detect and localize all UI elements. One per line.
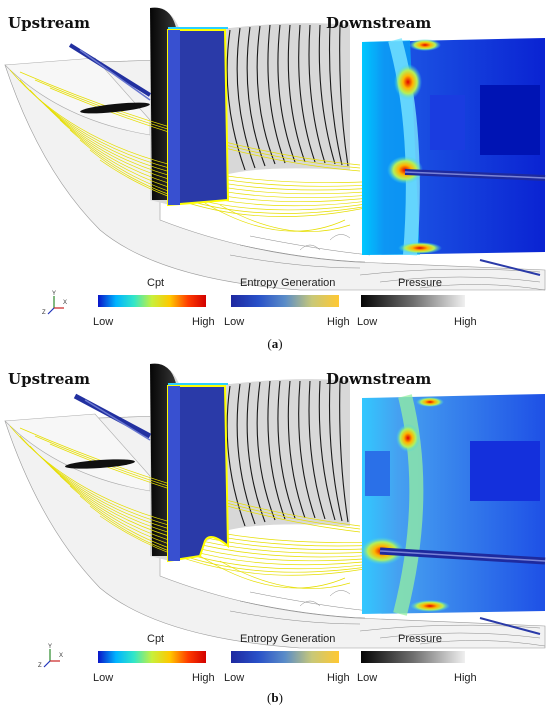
legend-cpt-colorbar bbox=[98, 651, 206, 663]
legend-pressure-high: High bbox=[454, 316, 477, 328]
hub-contour-lines bbox=[229, 590, 546, 647]
axes-triad-icon: Y X Z bbox=[38, 644, 63, 669]
axes-triad-icon: Y X Z bbox=[42, 291, 67, 316]
legend-entropy-title: Entropy Generation bbox=[240, 277, 336, 289]
blade-entropy-section bbox=[167, 385, 230, 563]
legend-pressure-low: Low bbox=[357, 672, 378, 684]
axis-z-label: Z bbox=[42, 310, 46, 316]
caption-b-letter: b bbox=[271, 690, 279, 705]
legend-pressure-title: Pressure bbox=[398, 633, 443, 645]
legend-pressure-colorbar bbox=[361, 295, 465, 307]
legend-pressure-high: High bbox=[454, 672, 477, 684]
hotspot-shroud bbox=[416, 397, 444, 407]
legend-pressure-colorbar bbox=[361, 651, 465, 663]
legend-cpt-colorbar bbox=[98, 295, 206, 307]
panel-a: Upstream Downstream Y X Z Cpt Low High E… bbox=[0, 0, 550, 355]
legend-entropy-colorbar bbox=[231, 295, 339, 307]
hotspot-middle bbox=[387, 156, 423, 184]
axis-y-label: Y bbox=[48, 644, 52, 650]
axis-z-label: Z bbox=[38, 663, 42, 669]
hotspot-top bbox=[394, 64, 422, 100]
legend-cpt-title: Cpt bbox=[147, 633, 165, 645]
downstream-cpt-plane bbox=[362, 394, 545, 614]
wake-streak bbox=[388, 38, 420, 256]
legend-pressure-title: Pressure bbox=[398, 277, 443, 289]
hub-vortex-trace bbox=[479, 617, 541, 635]
legend-entropy-title: Entropy Generation bbox=[240, 633, 336, 645]
legend-cpt-title: Cpt bbox=[147, 277, 165, 289]
upstream-shadow bbox=[65, 459, 135, 469]
upstream-shadow bbox=[80, 102, 150, 114]
legend-cpt-low: Low bbox=[93, 316, 114, 328]
cpt-core-low bbox=[480, 85, 540, 155]
flow-scene-b bbox=[4, 363, 546, 649]
panel-b: Upstream Downstream Y X Z Cpt Low High E… bbox=[0, 356, 550, 711]
legend-cpt-low: Low bbox=[93, 672, 114, 684]
upstream-label: Upstream bbox=[8, 14, 90, 32]
cpt-core-low bbox=[470, 441, 540, 501]
axis-x-label: X bbox=[59, 653, 63, 659]
flow-scene-a bbox=[4, 7, 546, 291]
axis-x-label: X bbox=[63, 300, 67, 306]
wake-streak bbox=[393, 394, 424, 616]
hotspot-hub bbox=[410, 600, 450, 612]
hotspot-hub bbox=[398, 242, 442, 254]
hotspot-shroud bbox=[409, 39, 441, 51]
legend-cpt-high: High bbox=[192, 316, 215, 328]
upstream-label: Upstream bbox=[8, 370, 90, 388]
legend-entropy-low: Low bbox=[224, 316, 245, 328]
legend-pressure-low: Low bbox=[357, 316, 378, 328]
caption-a: (a) bbox=[267, 336, 283, 351]
legend-entropy-colorbar bbox=[231, 651, 339, 663]
blade-entropy-edge bbox=[168, 386, 180, 561]
blade-entropy-edge bbox=[168, 30, 180, 205]
hotspot-top bbox=[396, 424, 420, 452]
caption-a-letter: a bbox=[271, 336, 279, 351]
cpt-low-region bbox=[365, 451, 390, 496]
downstream-label: Downstream bbox=[326, 14, 432, 32]
vortex-highlight bbox=[404, 171, 546, 179]
hub-contour-lines bbox=[229, 234, 546, 291]
upstream-vortex-tube bbox=[68, 43, 152, 101]
vortex-highlight bbox=[379, 550, 546, 562]
caption-b: (b) bbox=[267, 690, 283, 705]
cpt-low-region bbox=[430, 95, 465, 150]
legend-entropy-low: Low bbox=[224, 672, 245, 684]
axis-y-label: Y bbox=[52, 291, 56, 297]
hub-vortex-trace bbox=[479, 259, 541, 276]
pressure-streamlines bbox=[226, 24, 349, 171]
legend-entropy-high: High bbox=[327, 672, 350, 684]
upstream-vortex-tube bbox=[73, 393, 152, 441]
downstream-label: Downstream bbox=[326, 370, 432, 388]
legend-cpt-high: High bbox=[192, 672, 215, 684]
legend-entropy-high: High bbox=[327, 316, 350, 328]
